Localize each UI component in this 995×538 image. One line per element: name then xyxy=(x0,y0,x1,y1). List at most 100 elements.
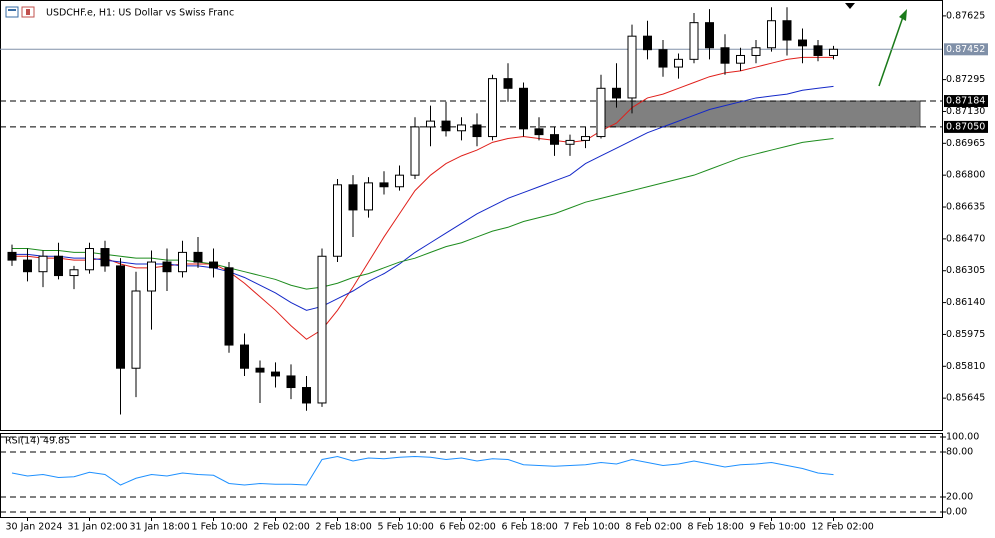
candle-body xyxy=(333,184,342,257)
y-tick-label: 0.85645 xyxy=(946,393,985,404)
candle-body xyxy=(782,20,792,41)
candle-body xyxy=(565,139,575,145)
y-tick-label: 0.85975 xyxy=(946,329,985,340)
candle-body xyxy=(503,78,513,89)
y-tick-label: 0.86470 xyxy=(946,233,985,244)
candle-body xyxy=(627,35,637,99)
x-tick-label: 5 Feb 10:00 xyxy=(378,522,434,533)
y-tick-label: 0.87625 xyxy=(946,10,985,21)
candle-body xyxy=(178,251,187,273)
x-tick-label: 31 Jan 18:00 xyxy=(130,522,190,533)
candle-body xyxy=(705,22,714,49)
candle-body xyxy=(379,182,389,188)
level-label-bg xyxy=(944,43,988,56)
level-label: 0.87452 xyxy=(946,44,985,55)
y-tick-label: 0.00 xyxy=(946,507,967,518)
candle-body xyxy=(813,45,823,56)
rsi-title: RSI(14) 49.85 xyxy=(5,436,70,447)
y-tick-label: 0.85810 xyxy=(946,361,985,372)
candle-body xyxy=(23,259,32,273)
candle-body xyxy=(519,87,528,130)
candle-body xyxy=(689,22,699,60)
candle-body xyxy=(674,58,683,68)
candle-body xyxy=(255,367,265,373)
y-tick-label: 80.00 xyxy=(946,447,973,458)
level-label-bg xyxy=(944,95,988,108)
candle-body xyxy=(751,47,761,56)
zone xyxy=(604,100,921,128)
candle-body xyxy=(193,251,203,263)
candle-body xyxy=(147,261,156,292)
x-tick-label: 12 Feb 02:00 xyxy=(812,522,874,533)
candle-body xyxy=(534,128,544,136)
y-tick-label: 0.86965 xyxy=(946,138,985,149)
candle-body xyxy=(581,136,590,141)
candle-body xyxy=(612,87,621,99)
candle-body xyxy=(457,124,466,132)
candle-body xyxy=(100,248,110,267)
x-tick-label: 7 Feb 10:00 xyxy=(564,522,620,533)
candle-body xyxy=(7,251,17,261)
y-tick-label: 0.87130 xyxy=(946,106,985,117)
rsi-panel xyxy=(0,433,943,518)
x-tick-label: 31 Jan 02:00 xyxy=(68,522,128,533)
candle-body xyxy=(286,375,296,389)
candle-body xyxy=(798,39,807,47)
candle-body xyxy=(441,120,451,132)
candle-body xyxy=(317,255,327,404)
candle-body xyxy=(224,267,234,346)
candle-body xyxy=(209,261,218,269)
shift-marker xyxy=(845,3,855,9)
candle-body xyxy=(767,20,776,49)
arrow-head xyxy=(899,9,907,21)
x-tick-label: 6 Feb 18:00 xyxy=(502,522,558,533)
x-tick-label: 1 Feb 10:00 xyxy=(192,522,248,533)
moving-average xyxy=(12,137,834,290)
candle-body xyxy=(426,120,435,128)
candle-body xyxy=(116,265,125,369)
y-tick-label: 100.00 xyxy=(946,432,979,443)
arrow xyxy=(878,13,905,87)
x-tick-label: 9 Feb 10:00 xyxy=(750,522,806,533)
candle-body xyxy=(550,134,559,145)
icon xyxy=(5,6,19,18)
candle-body xyxy=(829,48,838,56)
candle-body xyxy=(131,290,141,369)
x-tick-label: 8 Feb 02:00 xyxy=(626,522,682,533)
candle-body xyxy=(54,255,63,277)
y-tick-label: 0.87295 xyxy=(946,74,985,85)
price-panel xyxy=(0,0,943,431)
x-tick-label: 2 Feb 02:00 xyxy=(254,522,310,533)
y-tick-label: 0.86140 xyxy=(946,297,985,308)
icon xyxy=(8,9,16,11)
candle-body xyxy=(736,54,745,64)
x-tick-label: 8 Feb 18:00 xyxy=(688,522,744,533)
candle-body xyxy=(643,35,652,51)
y-tick-label: 0.86635 xyxy=(946,202,985,213)
candle-body xyxy=(69,269,79,277)
rsi-line xyxy=(11,455,834,486)
x-tick-label: 30 Jan 2024 xyxy=(6,522,63,533)
level-label-bg xyxy=(944,120,988,133)
candle-body xyxy=(348,184,358,211)
candle-body xyxy=(720,47,730,64)
level-label: 0.87050 xyxy=(946,121,985,132)
candle-body xyxy=(410,126,420,176)
icon xyxy=(26,9,30,15)
candle-body xyxy=(302,387,311,404)
candle-body xyxy=(85,248,94,271)
y-tick-label: 20.00 xyxy=(946,492,973,503)
y-tick-label: 0.86800 xyxy=(946,170,985,181)
candle-body xyxy=(658,49,668,68)
x-tick-label: 2 Feb 18:00 xyxy=(316,522,372,533)
candle-body xyxy=(596,87,606,138)
candle-body xyxy=(472,124,482,138)
candle-body xyxy=(240,344,249,369)
x-tick-label: 6 Feb 02:00 xyxy=(440,522,496,533)
candle-body xyxy=(488,78,497,138)
candle-body xyxy=(271,371,280,377)
candle-body xyxy=(38,255,48,273)
y-tick-label: 0.86305 xyxy=(946,265,985,276)
